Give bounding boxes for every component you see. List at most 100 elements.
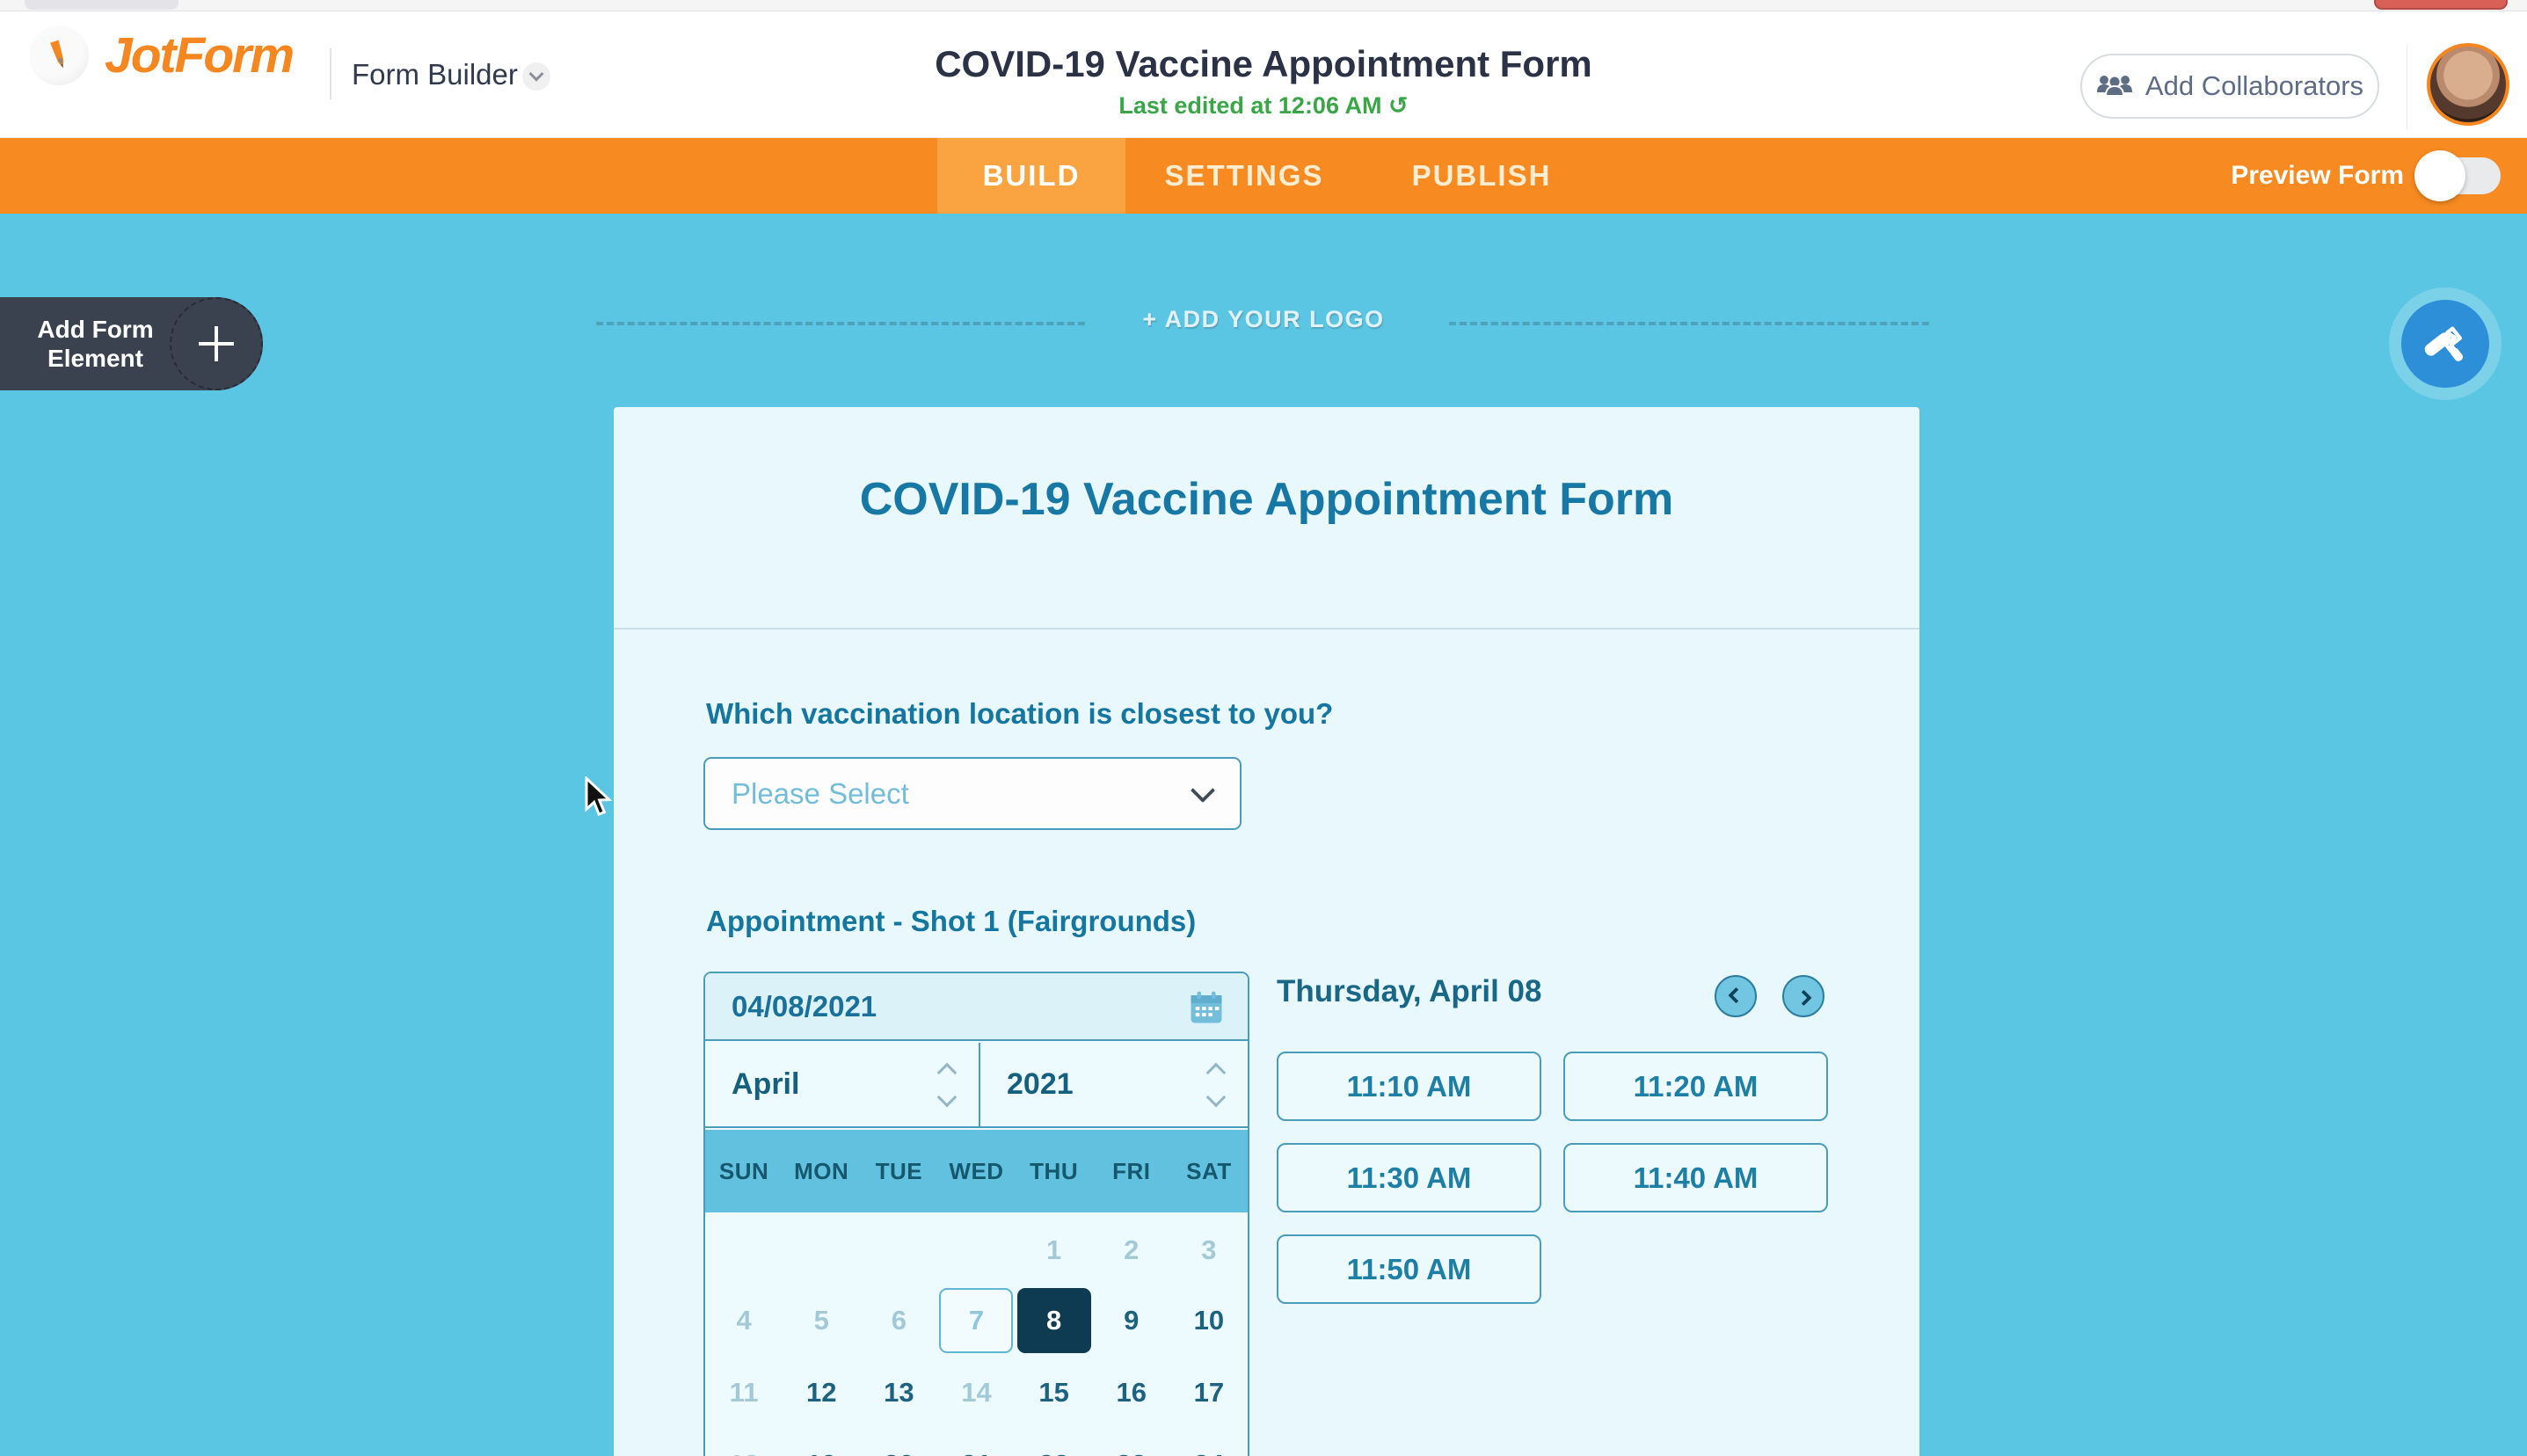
weekday-wed: WED [949,1157,1004,1184]
people-group-icon [2096,75,2132,97]
calendar-day-15[interactable]: 15 [1038,1377,1069,1408]
time-slot-grid: 11:10 AM 11:20 AM 11:30 AM 11:40 AM 11:50 AM [1277,1052,1828,1304]
weekday-sat: SAT [1186,1157,1232,1184]
form-card-title[interactable]: COVID-19 Vaccine Appointment Form [859,474,1674,525]
calendar-day-20[interactable]: 20 [860,1429,937,1456]
product-name: Form Builder [352,58,518,91]
calendar-day-7[interactable]: 7 [937,1285,1015,1357]
date-input-value: 04/08/2021 [732,989,878,1023]
calendar-day-23[interactable]: 23 [1093,1429,1170,1456]
header-divider [330,48,331,99]
calendar-day-8[interactable]: 8 [1016,1285,1093,1357]
tab-build[interactable]: BUILD [937,138,1125,214]
time-slot-11-40-am[interactable]: 11:40 AM [1563,1143,1828,1212]
month-spinner-arrows[interactable] [936,1062,958,1107]
browser-edge-strip [0,0,2527,11]
calendar-day-17[interactable]: 17 [1193,1377,1225,1408]
time-slot-11-50-am[interactable]: 11:50 AM [1277,1234,1541,1304]
jotform-logo[interactable]: JotForm [29,25,295,85]
preview-form-control: Preview Form [2231,138,2501,214]
add-collaborators-button[interactable]: Add Collaborators [2080,54,2379,119]
date-input-row[interactable]: 04/08/2021 [705,973,1248,1041]
time-slot-11-30-am[interactable]: 11:30 AM [1277,1143,1541,1212]
selected-day-heading: Thursday, April 08 [1277,974,1542,1008]
calendar-day-3: 3 [1201,1234,1217,1265]
chevron-up-icon [936,1062,958,1082]
chevron-down-icon [1205,1087,1227,1107]
calendar-day-9[interactable]: 9 [1124,1305,1140,1336]
plus-icon [199,326,234,361]
year-spinner[interactable]: 2021 [980,1043,1248,1126]
dashed-line-left [596,322,1085,325]
card-divider [614,628,1919,630]
pencil-logo-icon [29,25,89,85]
calendar-day-19[interactable]: 19 [783,1429,860,1456]
form-card: COVID-19 Vaccine Appointment Form Which … [614,407,1919,1456]
calendar-day-11: 11 [729,1377,759,1408]
calendar-day-2: 2 [1124,1234,1140,1265]
calendar-day-10[interactable]: 10 [1193,1305,1225,1336]
form-canvas: Add Form Element + ADD YOUR LOGO COVID-1… [0,214,2527,1456]
month-value: April [732,1067,800,1101]
next-day-button[interactable] [1782,975,1824,1017]
time-slot-11-10-am[interactable]: 11:10 AM [1277,1052,1541,1121]
add-collaborators-label: Add Collaborators [2145,70,2364,101]
calendar-icon[interactable] [1188,989,1225,1026]
calendar-day-22[interactable]: 22 [1016,1429,1093,1456]
chevron-down-icon [936,1087,958,1107]
calendar-empty-cell [705,1212,783,1287]
month-year-row: April 2021 [705,1043,1248,1128]
weekday-mon: MON [794,1157,849,1184]
calendar-day-13[interactable]: 13 [884,1377,914,1408]
previous-day-button[interactable] [1715,975,1757,1017]
brand-name: JotForm [105,27,295,84]
calendar-day-5: 5 [813,1305,829,1336]
add-form-element-button[interactable]: Add Form Element [0,297,263,390]
add-element-plus-circle[interactable] [170,297,263,390]
tab-settings[interactable]: SETTINGS [1164,159,1324,192]
weekday-thu: THU [1030,1157,1079,1184]
calendar-day-6: 6 [891,1305,907,1336]
last-edited-text: Last edited at 12:06 AM [1118,92,1382,119]
chevron-up-icon [1205,1062,1227,1082]
form-title-header[interactable]: COVID-19 Vaccine Appointment Form [935,43,1592,84]
calendar-day-18: 18 [705,1429,783,1456]
weekday-header-row: SUN MON TUE WED THU FRI SAT [705,1130,1248,1212]
add-your-logo-button[interactable]: + ADD YOUR LOGO [1142,306,1385,332]
calendar-day-21[interactable]: 21 [937,1429,1015,1456]
preview-form-toggle[interactable] [2414,150,2501,201]
tab-publish[interactable]: PUBLISH [1411,159,1552,192]
form-designer-button[interactable] [2401,300,2489,388]
calendar-empty-cell [860,1212,937,1287]
calendar-day-1: 1 [1046,1234,1062,1265]
month-spinner[interactable]: April [705,1043,980,1126]
location-select[interactable]: Please Select [703,757,1242,830]
calendar-empty-cell [783,1212,860,1287]
weekday-tue: TUE [875,1157,923,1184]
product-switcher-button[interactable] [522,62,550,91]
calendar-empty-cell [937,1212,1015,1287]
browser-red-pill [2374,0,2508,10]
year-value: 2021 [1007,1067,1074,1101]
calendar-day-24[interactable]: 24 [1170,1429,1248,1456]
calendar-day-16[interactable]: 16 [1116,1377,1147,1408]
last-edited-status: Last edited at 12:06 AM ↺ [0,92,2527,120]
chevron-down-icon [1190,777,1216,804]
toggle-knob[interactable] [2414,150,2465,201]
appointment-question-label[interactable]: Appointment - Shot 1 (Fairgrounds) [706,905,1197,937]
weekday-fri: FRI [1112,1157,1151,1184]
chevron-left-icon [1727,986,1744,1003]
dashed-line-right [1449,322,1929,325]
chevron-right-icon [1795,989,1812,1006]
time-slot-11-20-am[interactable]: 11:20 AM [1563,1052,1828,1121]
calendar-day-grid: 123456789101112131415161718192021222324 [705,1212,1248,1456]
app-header: JotForm Form Builder COVID-19 Vaccine Ap… [0,11,2527,138]
location-question-label[interactable]: Which vaccination location is closest to… [706,697,1334,730]
user-avatar[interactable] [2427,43,2509,126]
calendar-day-12[interactable]: 12 [805,1377,837,1408]
location-select-value: Please Select [732,776,909,810]
weekday-sun: SUN [718,1157,769,1184]
history-icon[interactable]: ↺ [1387,92,1409,119]
year-spinner-arrows[interactable] [1205,1062,1227,1107]
mouse-cursor [585,776,613,817]
